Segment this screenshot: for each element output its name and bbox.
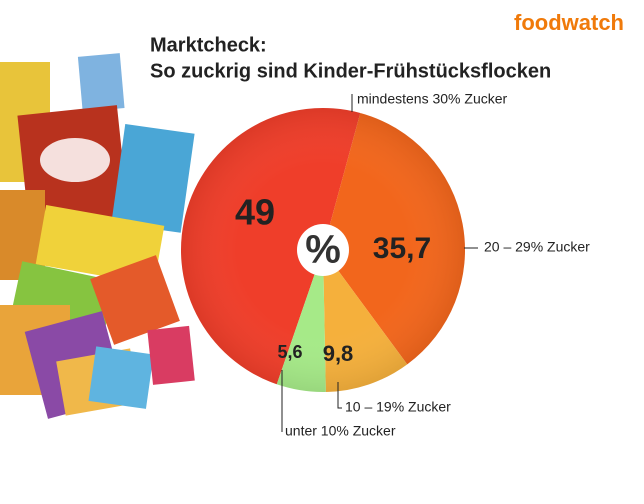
center-label: %: [305, 228, 341, 272]
category-label: 10 – 19% Zucker: [345, 399, 451, 415]
category-label: mindestens 30% Zucker: [357, 91, 508, 107]
category-label: unter 10% Zucker: [285, 423, 396, 439]
center-disc: [297, 224, 349, 276]
value-label: 5,6: [277, 342, 302, 362]
brand-logo: foodwatch: [514, 10, 624, 35]
chart-subtitle: So zuckrig sind Kinder-Frühstücksflocken: [150, 60, 551, 82]
value-label: 49: [235, 192, 275, 233]
cereal-boxes-illustration: [0, 53, 195, 419]
value-label: 35,7: [373, 232, 431, 265]
callout-line: [337, 382, 342, 409]
value-label: 9,8: [323, 341, 354, 366]
chart-title: Marktcheck:: [150, 34, 267, 56]
category-label: 20 – 29% Zucker: [484, 239, 590, 255]
